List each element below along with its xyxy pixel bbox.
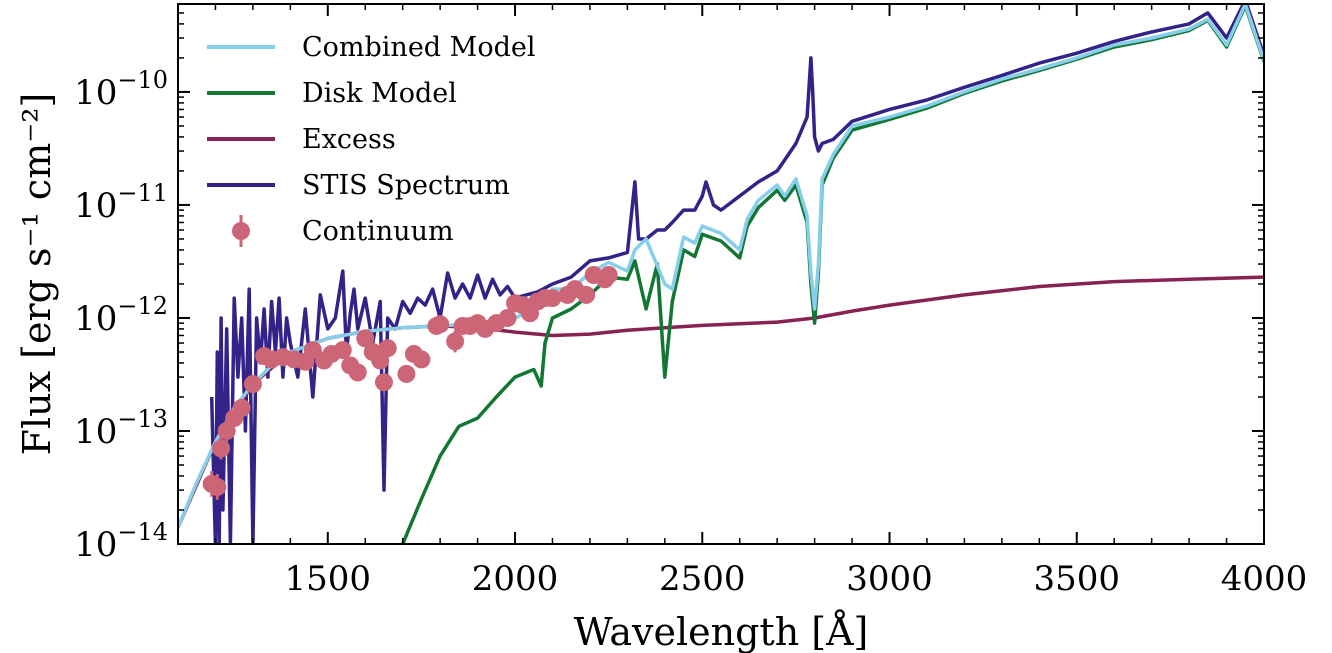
continuum-marker [232, 398, 251, 417]
continuum-marker [243, 375, 262, 394]
x-tick-label: 4000 [1221, 559, 1308, 599]
continuum-marker [348, 363, 367, 382]
continuum-point [412, 350, 431, 369]
x-tick-label: 2500 [659, 559, 746, 599]
continuum-point [232, 398, 251, 417]
x-tick-label: 2000 [472, 559, 559, 599]
continuum-point [303, 341, 322, 360]
y-axis-ticks: 10−14 10−13 10−12 10−11 10−10 [74, 3, 1264, 565]
legend-label: Excess [302, 124, 396, 155]
continuum-marker [356, 329, 375, 348]
x-axis-label: Wavelength [Å] [574, 610, 869, 653]
continuum-point [378, 339, 397, 358]
disk-model-line [401, 4, 1264, 544]
continuum-point [348, 363, 367, 382]
continuum-marker [599, 266, 618, 285]
continuum-point [212, 437, 231, 460]
legend-item-stis-spectrum: STIS Spectrum [207, 170, 510, 201]
continuum-marker [543, 289, 562, 308]
continuum-marker [374, 373, 393, 392]
plot-frame [177, 3, 1265, 545]
combined-model-line [178, 4, 1264, 529]
y-tick-label: 10−14 [74, 518, 168, 565]
y-axis-label: Flux [erg s⁻¹ cm⁻²] [15, 93, 59, 456]
x-tick-label: 1500 [285, 559, 372, 599]
continuum-point [356, 329, 375, 348]
legend: Combined Model Disk Model Excess STIS Spect… [207, 32, 535, 247]
continuum-marker [412, 350, 431, 369]
continuum-marker [498, 308, 517, 327]
continuum-marker [208, 477, 227, 496]
legend-label: Combined Model [302, 32, 535, 63]
continuum-point [543, 289, 562, 308]
legend-label: STIS Spectrum [302, 170, 510, 201]
continuum-marker [397, 364, 416, 383]
continuum-point [397, 364, 416, 383]
legend-item-disk-model: Disk Model [207, 78, 457, 109]
continuum-point [333, 341, 352, 360]
continuum-errorbar-layer [202, 266, 618, 500]
continuum-point [599, 266, 618, 285]
continuum-marker [333, 341, 352, 360]
continuum-marker [431, 315, 450, 334]
legend-label: Continuum [302, 216, 454, 247]
continuum-marker [446, 332, 465, 351]
series-layer [178, 4, 1264, 544]
continuum-point [243, 375, 262, 394]
legend-item-combined-model: Combined Model [207, 32, 535, 63]
y-tick-label: 10−10 [74, 66, 168, 113]
continuum-point [208, 474, 227, 500]
continuum-point [446, 330, 465, 353]
continuum-point [374, 373, 393, 392]
legend-item-excess: Excess [207, 124, 396, 155]
continuum-point [498, 308, 517, 327]
continuum-marker [577, 285, 596, 304]
continuum-marker [212, 439, 231, 458]
y-tick-label: 10−11 [74, 179, 168, 226]
excess-line [178, 275, 1264, 529]
x-tick-label: 3500 [1033, 559, 1120, 599]
x-axis-ticks: 1500 2000 2500 3000 3500 4000 [177, 4, 1308, 599]
legend-swatch [232, 222, 250, 240]
continuum-point [431, 315, 450, 334]
y-tick-label: 10−12 [74, 292, 168, 339]
x-tick-label: 3000 [846, 559, 933, 599]
continuum-marker [303, 341, 322, 360]
continuum-marker [378, 339, 397, 358]
legend-label: Disk Model [302, 78, 457, 109]
legend-item-continuum: Continuum [232, 215, 454, 247]
continuum-point [577, 285, 596, 304]
y-tick-label: 10−13 [74, 405, 168, 452]
